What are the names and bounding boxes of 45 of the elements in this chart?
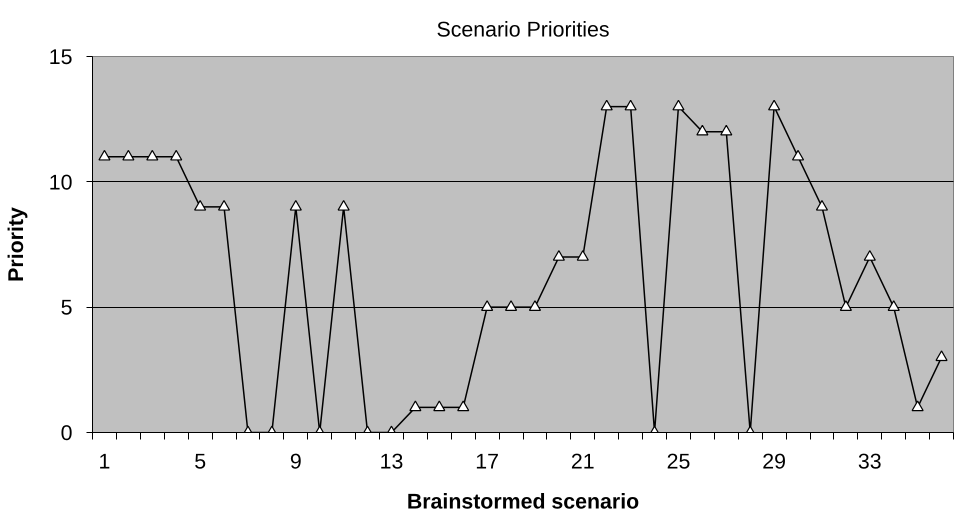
point: [194, 200, 206, 211]
point: [912, 400, 924, 412]
x-tick-label: 21: [570, 450, 595, 474]
x-axis-title: Brainstormed scenario: [406, 490, 640, 514]
point: [504, 300, 518, 311]
point: [552, 250, 565, 261]
point: [433, 400, 446, 412]
point: [840, 300, 852, 311]
y-tick-label: 0: [60, 421, 73, 445]
x-tick-label: 5: [194, 450, 206, 474]
point: [768, 100, 780, 110]
point: [98, 150, 111, 161]
point: [290, 200, 302, 211]
x-tick-label: 1: [98, 450, 110, 474]
y-tick-label: 5: [60, 296, 73, 320]
point: [792, 150, 804, 161]
point: [816, 200, 828, 211]
x-tick-label: 17: [475, 450, 499, 474]
point: [170, 150, 182, 161]
point: [122, 150, 134, 161]
point: [146, 150, 158, 161]
x-tick-label: 9: [290, 450, 302, 474]
y-tick-label: 10: [48, 170, 73, 194]
point: [528, 300, 542, 311]
x-tick-label: 13: [380, 450, 404, 474]
point: [864, 250, 876, 261]
point: [935, 350, 948, 362]
x-tick-label: 33: [858, 450, 882, 474]
point: [338, 200, 350, 211]
chart-title: Scenario Priorities: [436, 18, 610, 42]
point: [696, 124, 708, 136]
x-tick-label: 25: [666, 450, 690, 474]
point: [672, 100, 685, 110]
point: [409, 400, 422, 412]
y-tick-label: 15: [48, 45, 73, 69]
point: [218, 200, 230, 211]
point: [481, 300, 494, 311]
point: [888, 300, 900, 311]
point: [600, 100, 613, 110]
x-tick-label: 29: [762, 450, 786, 474]
point: [457, 400, 470, 412]
y-axis-title: Priority: [4, 207, 28, 282]
point: [576, 250, 589, 261]
point: [624, 100, 637, 110]
point: [720, 124, 732, 136]
